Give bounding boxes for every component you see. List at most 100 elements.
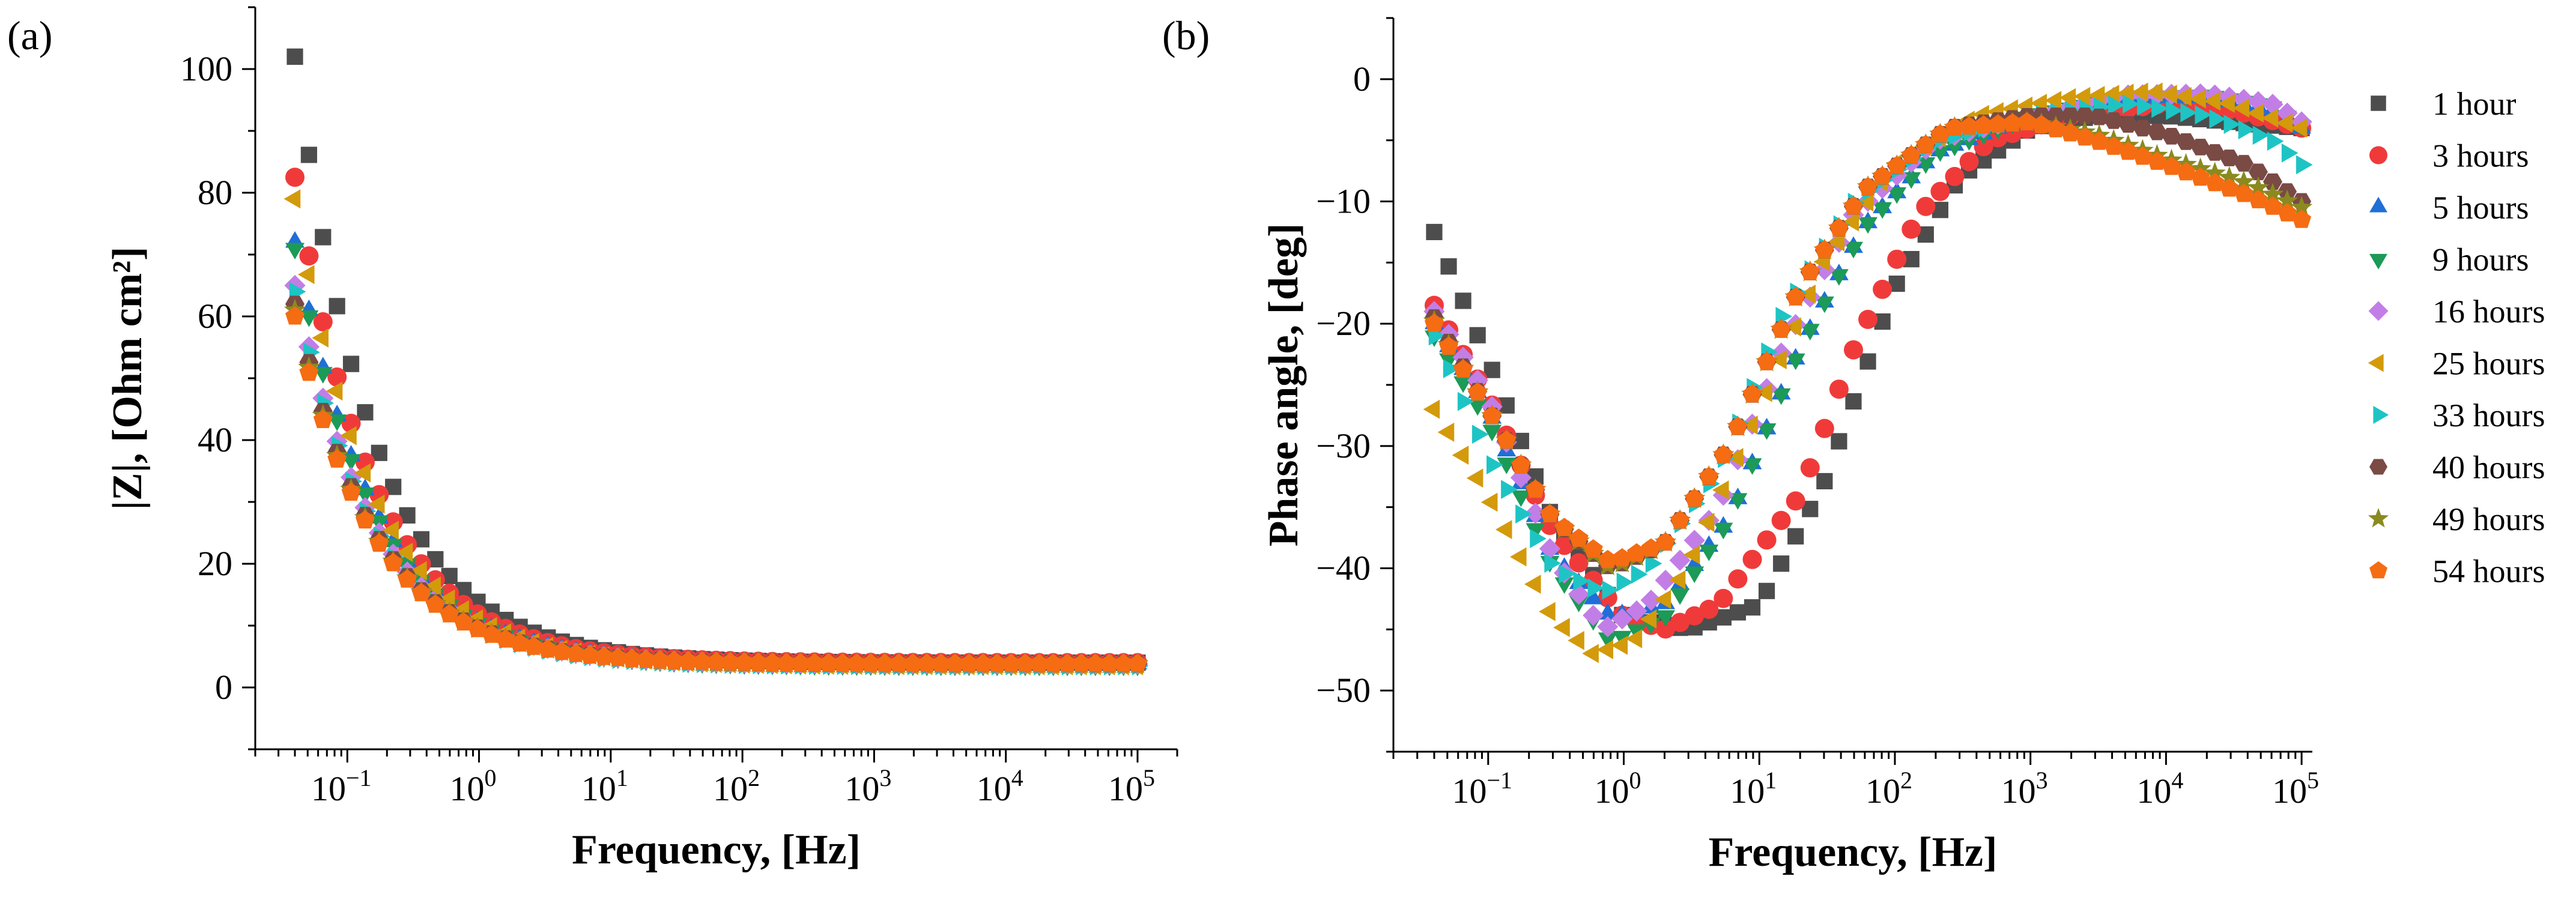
panel-a-point xyxy=(427,551,444,568)
panel-b-point xyxy=(1873,202,1893,219)
panel-a-point xyxy=(706,652,726,671)
panel-b-y-axis-title: Phase angle, [deg] xyxy=(1261,223,1307,547)
panel-b-point xyxy=(1553,618,1570,638)
legend-marker xyxy=(2369,459,2387,475)
panel-b-point xyxy=(2137,96,2154,116)
panel-b-point xyxy=(1873,279,1893,299)
panel-a-point xyxy=(425,594,445,613)
panel-a-x-tick-label: 104 xyxy=(977,764,1023,808)
panel-b-point xyxy=(2296,155,2313,175)
panel-b-point xyxy=(2252,125,2270,145)
panel-b-point xyxy=(1685,606,1705,626)
panel-b-point xyxy=(1511,454,1531,474)
panel-b-point xyxy=(2133,146,2153,165)
panel-b-point xyxy=(2190,168,2210,186)
legend-label: 3 hours xyxy=(2432,138,2529,174)
panel-b-point xyxy=(2117,83,2134,103)
panel-b-y-tick-label: −20 xyxy=(1316,304,1371,343)
panel-a-point xyxy=(636,650,656,668)
panel-b-point xyxy=(1616,572,1634,592)
panel-b-point xyxy=(1482,405,1502,424)
panel-a-point xyxy=(664,651,684,669)
panel-b-point xyxy=(1959,116,1979,135)
panel-b-point xyxy=(1741,415,1758,435)
panel-a-point xyxy=(455,582,472,599)
panel-a-point xyxy=(410,561,427,581)
panel-b-point xyxy=(2176,162,2196,181)
panel-b-point xyxy=(1699,467,1719,485)
panel-b-point xyxy=(2108,95,2125,115)
panel-a-point xyxy=(327,449,347,468)
panel-a-point xyxy=(566,644,586,662)
panel-b-point xyxy=(2247,176,2270,198)
panel-a-point xyxy=(313,312,333,332)
panel-b-point xyxy=(1930,124,1950,143)
panel-b-point xyxy=(1771,388,1791,405)
panel-b-point xyxy=(1800,262,1820,280)
panel-b-point xyxy=(1831,433,1847,450)
panel-b-point xyxy=(1814,296,1834,313)
panel-a-x-tick-label: 100 xyxy=(450,764,497,808)
legend-entry: 33 hours xyxy=(2373,397,2545,433)
panel-b-point xyxy=(1602,580,1619,600)
panel-b-point xyxy=(1583,587,1603,605)
panel-b-point xyxy=(1510,467,1532,489)
legend-label: 5 hours xyxy=(2432,190,2529,226)
panel-a-point xyxy=(299,246,319,266)
panel-b-point xyxy=(2234,184,2253,202)
panel-b-point xyxy=(2223,115,2241,134)
legend-entry: 3 hours xyxy=(2369,138,2529,174)
panel-b-point xyxy=(1466,468,1483,488)
panel-b-point xyxy=(2160,85,2177,104)
panel-a-point xyxy=(735,653,754,671)
panel-b-point xyxy=(1728,569,1748,589)
panel-a-series-25-hours xyxy=(283,189,1144,675)
panel-b-point xyxy=(2162,128,2181,145)
panel-b-point xyxy=(1611,635,1628,655)
panel-a-point xyxy=(917,653,937,672)
panel-b-point xyxy=(2238,120,2255,140)
panel-b-point xyxy=(1569,553,1589,573)
panel-b-point xyxy=(1814,259,1835,280)
panel-b-point xyxy=(2232,170,2255,192)
panel-a-point xyxy=(819,653,838,672)
panel-a-point xyxy=(312,328,329,348)
legend-entry: 5 hours xyxy=(2369,190,2529,226)
panel-a-point xyxy=(763,653,783,672)
panel-b-point xyxy=(1612,548,1632,567)
panel-b-point xyxy=(1683,545,1700,564)
panel-a-point xyxy=(1114,654,1133,672)
panel-a-point xyxy=(1071,654,1091,672)
panel-b-point xyxy=(1771,342,1792,364)
panel-a-y-tick-label: 20 xyxy=(198,544,232,583)
panel-a-point xyxy=(1058,654,1077,672)
panel-b-point xyxy=(1786,287,1805,306)
panel-b-point xyxy=(1685,488,1705,507)
panel-b-x-tick-label: 104 xyxy=(2136,767,2183,811)
panel-a-point xyxy=(285,306,305,325)
panel-b-point xyxy=(1902,219,1921,239)
legend-marker xyxy=(2373,406,2389,424)
panel-b-point xyxy=(1903,251,1920,268)
panel-a-point xyxy=(720,652,740,671)
panel-a-point xyxy=(903,653,923,672)
legend-entry: 54 hours xyxy=(2369,554,2545,590)
panel-b-point xyxy=(2044,91,2062,110)
panel-b-point xyxy=(1916,134,1936,153)
panel-b-point xyxy=(1917,226,1934,243)
panel-b-point xyxy=(2218,166,2241,187)
panel-b-label: (b) xyxy=(1162,13,1210,58)
panel-b-point xyxy=(1631,564,1648,584)
legend-label: 40 hours xyxy=(2432,450,2545,486)
panel-b-point xyxy=(1530,529,1547,549)
panel-b-point xyxy=(2290,118,2308,138)
panel-b-point xyxy=(1568,630,1584,650)
panel-b-point xyxy=(1515,504,1532,524)
panel-a-x-tick-label: 101 xyxy=(581,764,628,808)
panel-b-point xyxy=(1902,145,1921,164)
panel-a-y-tick-label: 80 xyxy=(198,173,232,212)
panel-b-bode-phase: (b) 10−1 100 101 102 103 104 105 −50 −40 −30 −20 −1… xyxy=(1162,13,2319,875)
panel-b-point xyxy=(1974,137,1993,157)
panel-b-point xyxy=(1655,569,1676,591)
panel-a-x-tick-label: 103 xyxy=(844,764,891,808)
